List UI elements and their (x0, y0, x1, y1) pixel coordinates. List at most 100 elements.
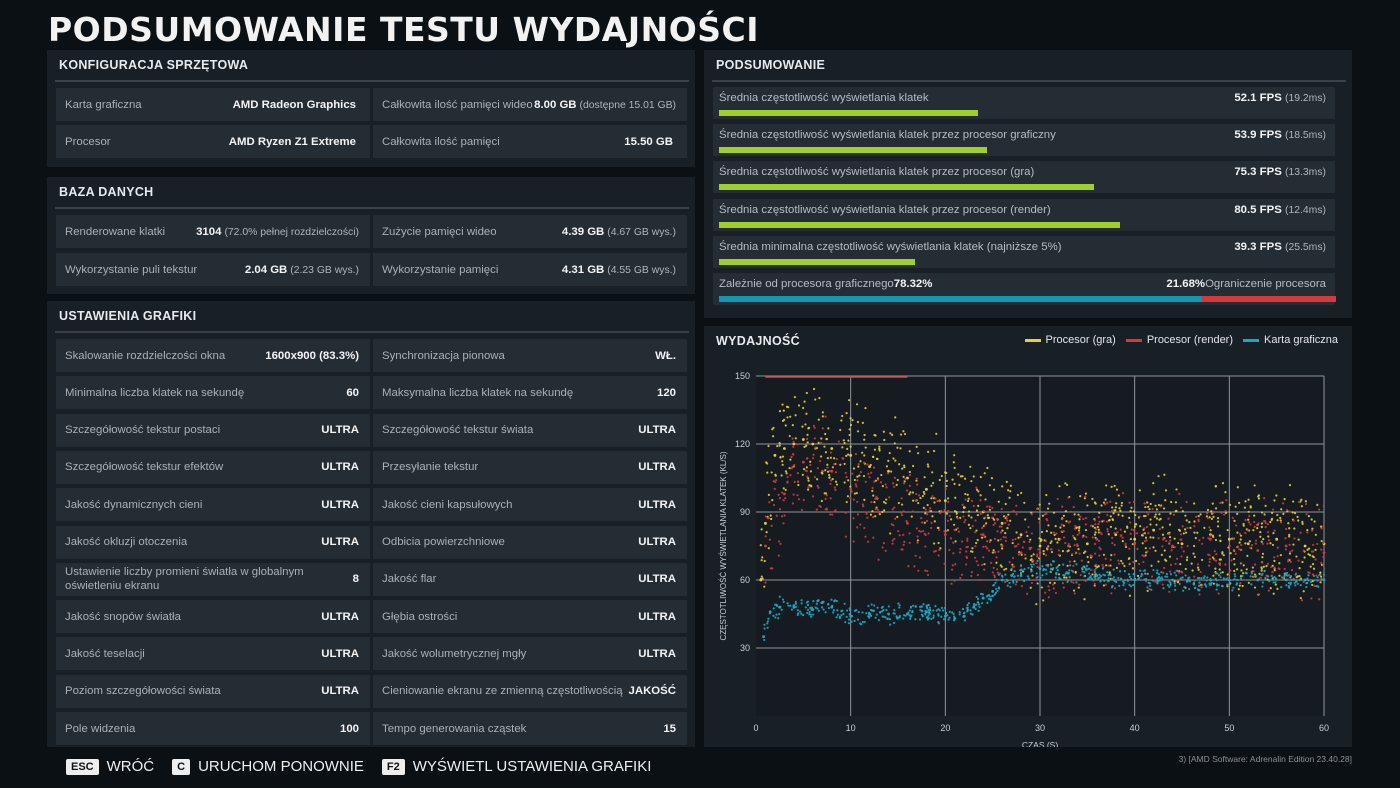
scatter-point (967, 497, 970, 500)
scatter-point (783, 447, 786, 450)
scatter-point (1314, 548, 1317, 551)
scatter-point (863, 433, 866, 437)
scatter-point (1240, 548, 1243, 551)
restart-button[interactable]: C URUCHOM PONOWNIE (172, 758, 364, 775)
scatter-point (1258, 593, 1261, 596)
scatter-point (1101, 567, 1104, 570)
scatter-point (958, 483, 961, 486)
scatter-point (970, 480, 973, 483)
scatter-point (975, 541, 978, 545)
scatter-point (805, 444, 808, 447)
scatter-point (924, 613, 927, 616)
scatter-point (865, 612, 868, 615)
scatter-point (994, 581, 997, 584)
scatter-point (818, 504, 821, 508)
scatter-point (1294, 584, 1297, 587)
scatter-point (1073, 513, 1076, 516)
scatter-point (1004, 531, 1007, 535)
show-settings-button[interactable]: F2 WYŚWIETL USTAWIENIA GRAFIKI (381, 758, 651, 775)
scatter-point (1019, 551, 1023, 555)
scatter-point (846, 447, 849, 450)
scatter-point (849, 445, 852, 448)
scatter-point (773, 453, 777, 457)
scatter-point (1319, 525, 1323, 528)
scatter-point (928, 612, 931, 615)
graphics-cell-6-right: Jakość flar ULTRA (373, 562, 687, 596)
back-button[interactable]: ESC WRÓĆ (66, 758, 154, 775)
scatter-point (1063, 576, 1066, 579)
scatter-point (1168, 535, 1172, 539)
scatter-point (1026, 592, 1029, 595)
scatter-point (902, 533, 905, 536)
scatter-point (1068, 569, 1071, 572)
scatter-point (1180, 542, 1184, 546)
scatter-point (952, 612, 955, 616)
scatter-point (1118, 562, 1121, 565)
scatter-point (1263, 497, 1266, 500)
scatter-point (1312, 567, 1316, 570)
scatter-point (1084, 523, 1088, 526)
scatter-point (820, 606, 824, 609)
scatter-point (797, 480, 800, 483)
scatter-point (1042, 552, 1045, 555)
scatter-point (932, 614, 935, 617)
scatter-point (797, 404, 801, 407)
scatter-point (884, 549, 887, 552)
scatter-point (891, 482, 895, 485)
scatter-point (1058, 577, 1062, 580)
scatter-point (898, 604, 901, 607)
scatter-point (1052, 583, 1055, 586)
scatter-point (1129, 585, 1133, 588)
scatter-point (991, 589, 995, 593)
scatter-point (896, 446, 899, 449)
scatter-point (1305, 585, 1308, 589)
scatter-point (913, 565, 916, 568)
scatter-point (927, 465, 930, 468)
scatter-point (936, 499, 939, 503)
scatter-point (1149, 518, 1152, 521)
scatter-point (1054, 576, 1057, 579)
graphics-cell-10-left: Pole widzenia 100 (56, 712, 370, 745)
scatter-point (962, 510, 965, 514)
scatter-point (945, 529, 948, 533)
scatter-point (1196, 563, 1200, 566)
scatter-point (777, 554, 780, 557)
scatter-point (861, 421, 864, 424)
scatter-point (1004, 539, 1007, 543)
scatter-point (1292, 500, 1295, 503)
scatter-point (1319, 575, 1323, 578)
scatter-point (771, 428, 774, 431)
scatter-point (881, 615, 884, 618)
scatter-point (1078, 518, 1081, 521)
scatter-point (865, 511, 868, 514)
scatter-point (1299, 583, 1302, 587)
scatter-point (1054, 591, 1058, 595)
scatter-point (870, 500, 873, 504)
scatter-point (849, 417, 852, 420)
scatter-point (1107, 579, 1110, 583)
scatter-point (1266, 542, 1269, 545)
scatter-point (804, 606, 807, 609)
scatter-point (943, 530, 946, 533)
scatter-point (843, 462, 846, 466)
scatter-point (1226, 583, 1229, 586)
scatter-point (909, 606, 913, 609)
scatter-point (793, 463, 796, 467)
scatter-point (1094, 577, 1097, 580)
scatter-point (1289, 574, 1293, 578)
scatter-point (803, 400, 806, 403)
scatter-point (1238, 532, 1242, 536)
scatter-point (1120, 534, 1123, 537)
scatter-point (1211, 556, 1214, 559)
scatter-point (1250, 583, 1253, 586)
scatter-point (1182, 589, 1185, 592)
scatter-point (1288, 510, 1291, 513)
scatter-point (1120, 504, 1123, 507)
scatter-point (885, 465, 888, 468)
scatter-point (1073, 592, 1076, 595)
scatter-point (1146, 586, 1149, 589)
scatter-point (1289, 581, 1292, 584)
scatter-point (920, 605, 923, 608)
scatter-point (1097, 539, 1101, 542)
scatter-point (1155, 508, 1158, 511)
